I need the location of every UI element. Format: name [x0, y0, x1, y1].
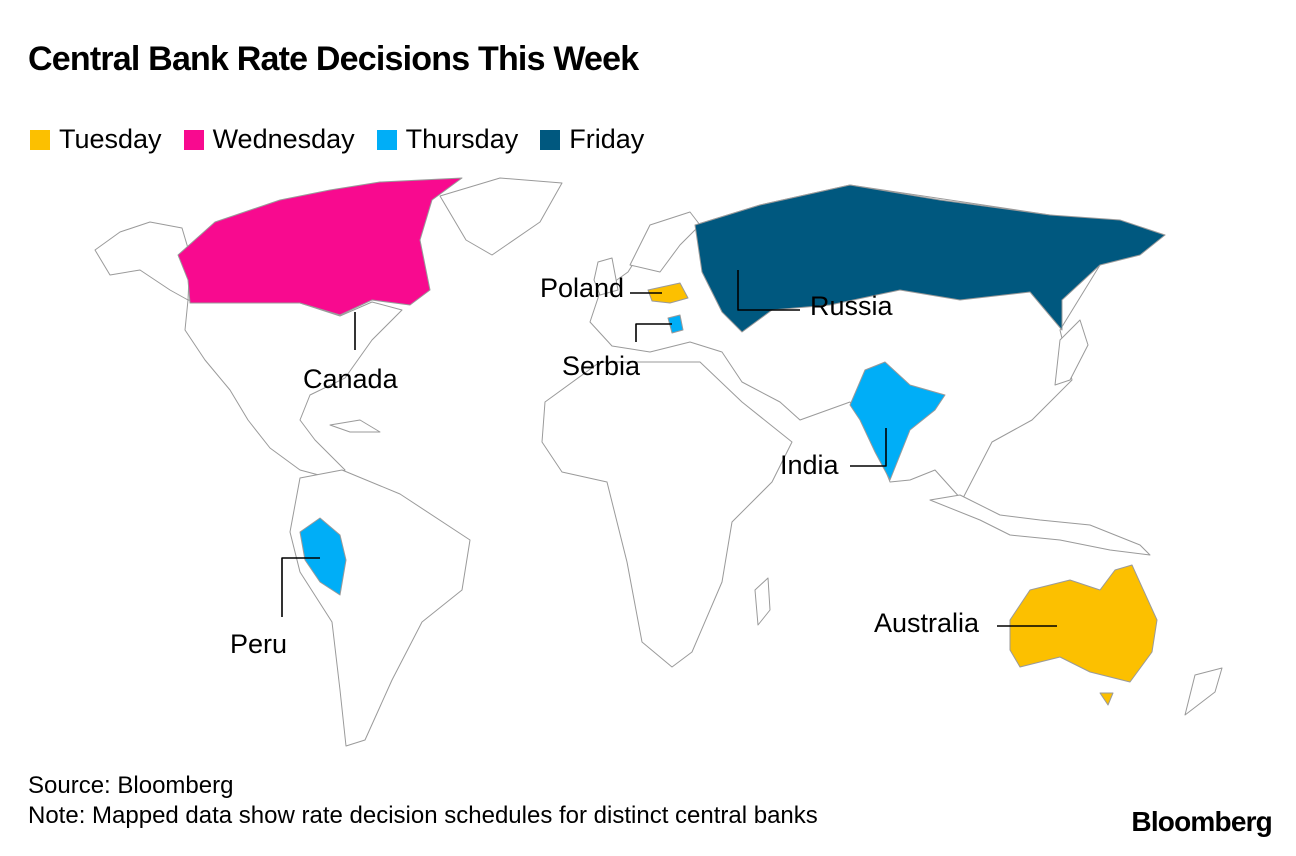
leader-line-peru	[281, 557, 320, 617]
legend-swatch	[540, 129, 561, 150]
country-australia-tasmania	[1099, 692, 1114, 706]
land-indonesia	[929, 494, 1151, 556]
legend-label: Tuesday	[59, 124, 162, 154]
label-australia: Australia	[874, 608, 980, 638]
legend-item-thursday: Thursday	[376, 124, 519, 155]
country-poland	[647, 282, 689, 304]
land-greenland	[439, 177, 563, 256]
legend-label: Thursday	[405, 124, 519, 154]
land-cuba	[329, 419, 381, 433]
legend-item-tuesday: Tuesday	[30, 124, 162, 155]
label-poland: Poland	[540, 273, 625, 303]
label-canada: Canada	[303, 364, 398, 394]
note-text: Note: Mapped data show rate decision sch…	[28, 802, 818, 829]
land-uk	[593, 257, 619, 296]
legend-item-friday: Friday	[540, 124, 644, 155]
leader-line-serbia	[635, 323, 672, 342]
bloomberg-logo: Bloomberg	[1131, 806, 1272, 837]
legend-swatch	[376, 129, 397, 150]
country-serbia	[667, 314, 684, 334]
label-serbia: Serbia	[562, 351, 641, 381]
source-text: Source: Bloomberg	[28, 772, 234, 799]
legend-item-wednesday: Wednesday	[183, 124, 355, 155]
label-india: India	[780, 450, 839, 480]
land-usa-mexico	[184, 299, 403, 479]
land-japan	[1054, 319, 1089, 386]
legend-label: Wednesday	[212, 124, 355, 154]
label-russia: Russia	[810, 291, 893, 321]
land-south-america	[289, 469, 471, 747]
land-alaska	[94, 221, 191, 301]
legend-label: Friday	[569, 124, 645, 154]
country-russia	[694, 184, 1166, 333]
leader-lines	[281, 270, 1057, 627]
land-africa	[541, 361, 793, 668]
label-peru: Peru	[230, 629, 288, 659]
legend-swatch	[183, 129, 204, 150]
legend: Tuesday Wednesday Thursday Friday	[30, 124, 644, 155]
land-new-zealand	[1184, 667, 1223, 716]
country-india	[849, 361, 946, 481]
country-australia	[1009, 564, 1158, 683]
map-title: Central Bank Rate Decisions This Week	[28, 40, 639, 78]
country-canada	[177, 177, 463, 316]
legend-swatch	[30, 129, 50, 150]
leader-line-india	[850, 428, 887, 467]
land-madagascar	[754, 577, 771, 626]
leader-line-russia	[737, 270, 800, 311]
country-peru	[299, 517, 347, 596]
